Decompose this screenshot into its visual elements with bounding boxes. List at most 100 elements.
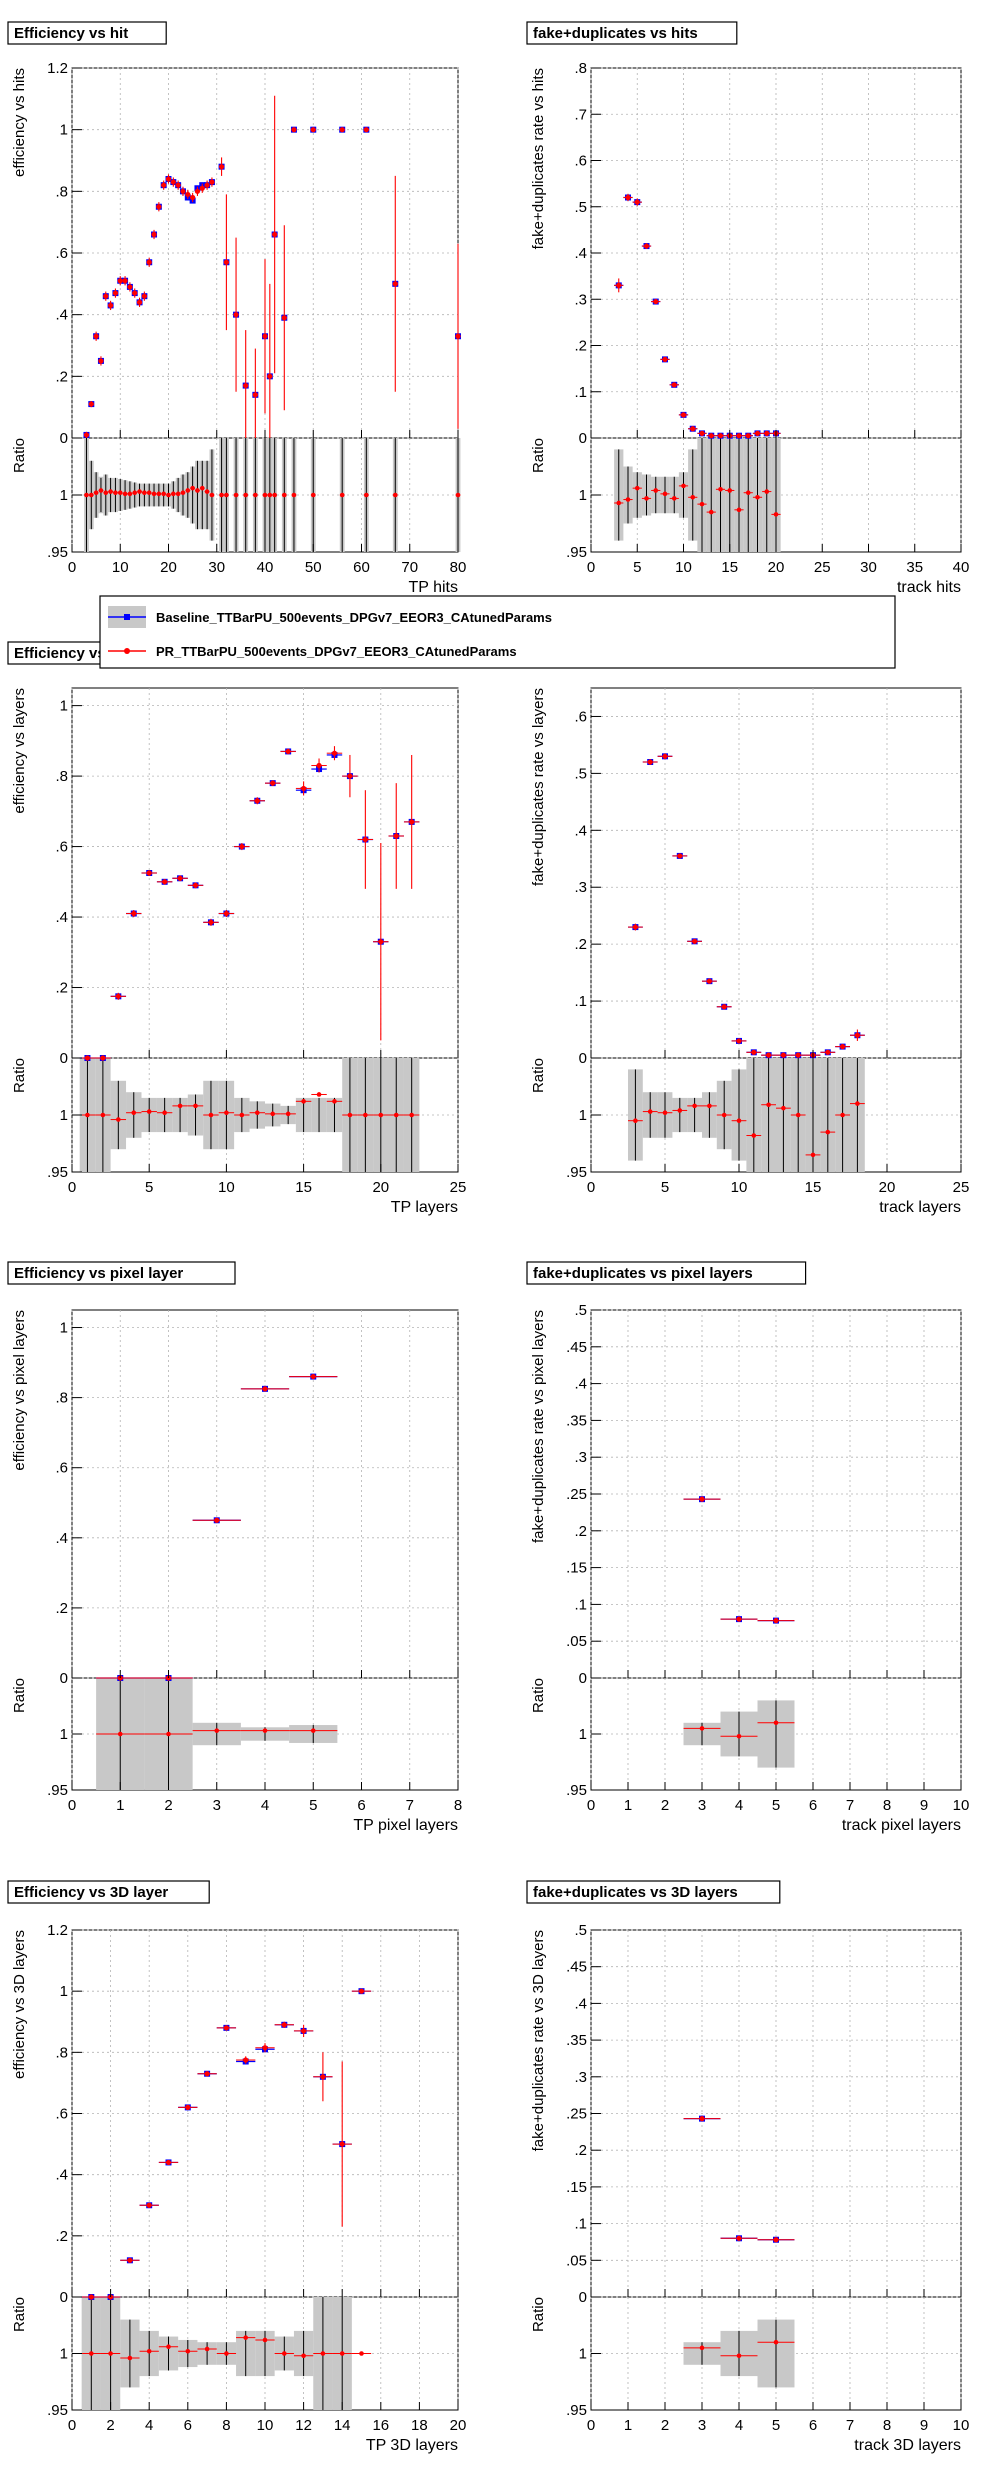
ratio-tick-label: 1 [579,487,587,504]
y-tick-label: 1 [60,698,68,715]
ratio-tick-label: .95 [566,2402,587,2419]
ratio-point [85,1112,90,1118]
y-tick-label: .5 [574,765,587,782]
pr-point [223,259,229,265]
ratio-point [282,492,287,498]
ratio-point [127,491,133,497]
x-tick-label: 5 [633,559,641,576]
x-tick-label: 1 [116,1797,124,1814]
x-tick-label: 10 [218,1179,235,1196]
y-tick-label: .2 [55,368,68,385]
x-tick-label: 0 [68,559,76,576]
ratio-tick-label: 1 [60,1107,68,1124]
ratio-point [671,496,677,501]
y-tick-label: .4 [574,245,587,262]
ratio-axis-label: Ratio [11,438,28,473]
pr-point [93,333,99,339]
pr-point [699,2116,705,2122]
ratio-point [199,485,205,491]
pr-point [170,179,176,185]
pr-point [339,2141,345,2147]
pr-point [692,938,698,944]
legend-marker-swatch [124,648,130,654]
pr-point [185,2104,191,2110]
x-axis-label: TP hits [409,579,459,596]
ratio-point [681,483,686,489]
ratio-tick-label: .95 [566,1164,587,1181]
x-tick-label: 2 [661,2417,669,2434]
y-tick-label: .2 [55,1600,68,1617]
ratio-point [773,1720,779,1726]
ratio-point [195,488,200,493]
pr-point [180,188,186,194]
pr-point [214,1517,220,1523]
ratio-point [267,492,273,498]
pr-point [192,882,199,888]
ratio-point [291,492,297,498]
ratio-point [166,2344,171,2350]
ratio-point [616,500,622,506]
x-tick-label: 3 [698,2417,706,2434]
pr-point [262,2045,268,2051]
y-tick-label: .3 [574,2069,587,2086]
ratio-tick-label: 1 [60,487,68,504]
ratio-axis-label: Ratio [11,1058,28,1093]
pr-point [88,2294,94,2300]
x-tick-label: 0 [587,1797,595,1814]
legend-label-baseline: Baseline_TTBarPU_500events_DPGv7_EEOR3_C… [156,610,552,625]
pr-point [233,312,239,318]
y-tick-label: 0 [60,430,68,447]
pr-point [393,833,399,839]
ratio-point [392,492,398,498]
x-tick-label: 25 [953,1179,970,1196]
ratio-point [137,489,142,494]
ratio-tick-label: 1 [579,1107,587,1124]
y-tick-label: .2 [574,1523,587,1540]
ratio-point [108,489,113,494]
y-tick-label: .05 [566,1633,587,1650]
pr-point [825,1049,831,1055]
x-tick-label: 20 [768,559,785,576]
ratio-point [301,2353,306,2359]
ratio-point [721,1112,727,1118]
pr-point [165,176,172,182]
y-tick-label: .3 [574,291,587,308]
x-tick-label: 0 [587,2417,595,2434]
pr-point [677,853,683,859]
y-axis-label: efficiency vs pixel layers [11,1310,28,1471]
chart-panel-4: fake+duplicates vs layers05101520250.1.2… [526,641,970,1216]
x-axis-label: TP layers [391,1199,458,1216]
ratio-point [209,492,215,498]
x-tick-label: 10 [953,2417,970,2434]
ratio-point [132,490,138,496]
ratio-point [89,2351,94,2356]
pr-point [223,910,229,917]
ratio-axis-label: Ratio [11,1678,28,1713]
pr-point [204,182,210,188]
x-tick-label: 4 [261,1797,269,1814]
y-axis-label: fake+duplicates rate vs 3D layers [530,1930,547,2151]
pr-point [773,2237,779,2243]
x-tick-label: 6 [809,2417,817,2434]
y-tick-label: .15 [566,2179,587,2196]
x-tick-label: 10 [675,559,692,576]
pr-point [162,879,168,885]
pr-point [331,750,338,756]
ratio-point [282,2351,287,2356]
y-tick-label: 1.2 [47,60,68,77]
pr-point [175,182,181,188]
pr-point [285,748,291,755]
pr-point [108,302,114,309]
ratio-point [393,1112,399,1118]
y-tick-label: 0 [579,1050,587,1067]
y-tick-label: 1 [60,1983,68,2000]
ratio-point [117,1731,123,1737]
x-tick-label: 8 [883,2417,891,2434]
x-tick-label: 35 [906,559,923,576]
y-tick-label: .8 [55,768,68,785]
x-tick-label: 10 [953,1797,970,1814]
x-tick-label: 20 [160,559,177,576]
